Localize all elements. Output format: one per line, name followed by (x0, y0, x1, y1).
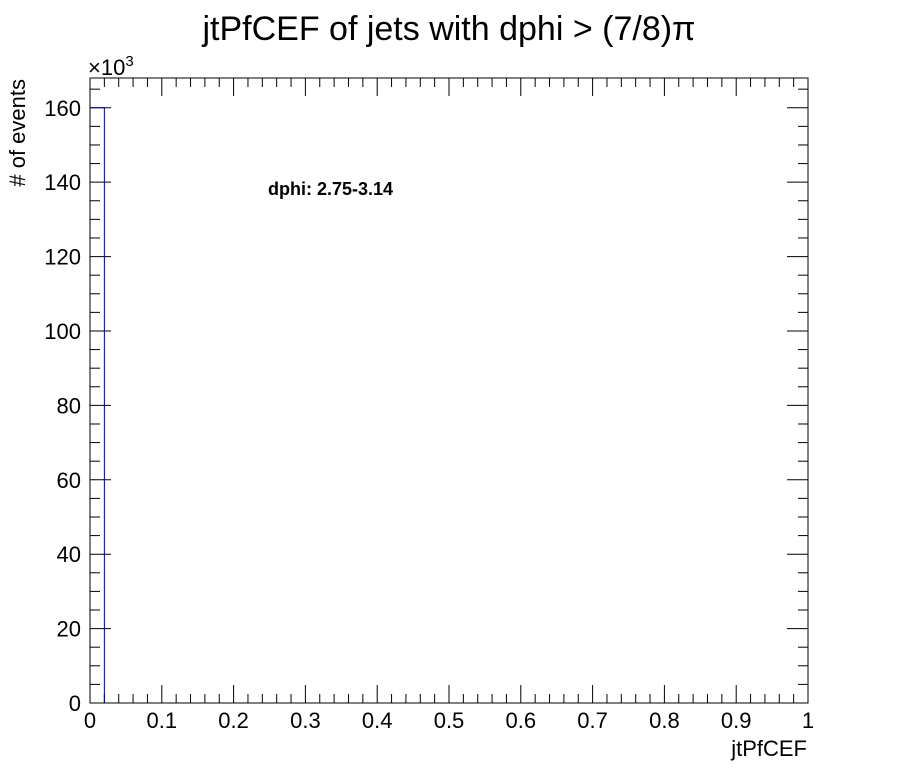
y-tick-label: 20 (57, 617, 81, 642)
x-tick-label: 0 (84, 708, 96, 733)
x-tick-label: 0.7 (577, 708, 608, 733)
x-tick-label: 1 (802, 708, 814, 733)
axis-ticks (89, 78, 809, 704)
y-axis-label: # of events (5, 79, 30, 187)
x-tick-label: 0.1 (147, 708, 178, 733)
y-tick-label: 120 (44, 245, 81, 270)
plot-frame (89, 77, 809, 704)
y-axis-exponent: ×103 (88, 53, 134, 80)
y-tick-labels: 0 20 40 60 80 100 120 140 160 (44, 96, 81, 716)
chart-title: jtPfCEF of jets with dphi > (7/8)π (201, 10, 695, 48)
x-tick-label: 0.9 (721, 708, 752, 733)
x-tick-label: 0.4 (362, 708, 393, 733)
x-axis-label: jtPfCEF (730, 736, 807, 761)
x-tick-label: 0.8 (649, 708, 680, 733)
y-tick-label: 100 (44, 319, 81, 344)
x-tick-labels: 0 0.1 0.2 0.3 0.4 0.5 0.6 0.7 0.8 0.9 1 (84, 708, 814, 733)
y-tick-label: 60 (57, 468, 81, 493)
y-tick-label: 160 (44, 96, 81, 121)
annotation-dphi-range: dphi: 2.75-3.14 (268, 179, 393, 199)
x-tick-label: 0.5 (434, 708, 465, 733)
y-tick-label: 140 (44, 170, 81, 195)
y-tick-label: 0 (69, 691, 81, 716)
x-tick-label: 0.3 (290, 708, 321, 733)
y-tick-label: 40 (57, 542, 81, 567)
y-tick-label: 80 (57, 393, 81, 418)
x-tick-label: 0.2 (218, 708, 249, 733)
x-tick-label: 0.6 (506, 708, 537, 733)
